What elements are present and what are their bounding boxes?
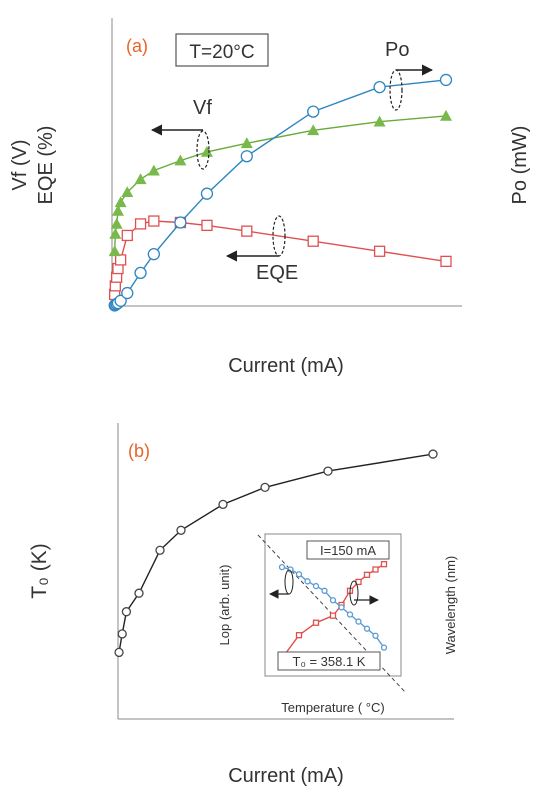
inset-lop-point [278, 563, 286, 571]
inset-t0-box [277, 651, 381, 671]
po-point [240, 150, 253, 163]
panel-a-condition-box [175, 33, 269, 67]
inset-right-ellipse [349, 580, 359, 606]
vf-point [108, 245, 121, 257]
t0-point [121, 607, 132, 617]
inset-wavelength-point [312, 619, 320, 626]
panel-a-ylabel-left-vf: Vf (V) [9, 139, 31, 190]
inset-wavelength-point [295, 632, 303, 639]
panel-a-ylabel-left-eqe: EQE (%) [35, 126, 57, 205]
eqe-point [307, 235, 319, 247]
inset-chart: Temperature ( °C) Lop (arb. unit) Wavele… [217, 533, 458, 715]
t0-point [155, 545, 165, 555]
inset-lop-point [312, 582, 320, 590]
t0-point [114, 647, 124, 658]
inset-xlabel: Temperature ( °C) [281, 700, 384, 715]
panel-a-xlabel: Current (mA) [228, 355, 344, 377]
inset-condition: I=150 mA [320, 543, 376, 558]
vf-point [440, 109, 452, 121]
inset-ylabel-left: Lop (arb. unit) [217, 565, 232, 646]
t0-line [118, 453, 434, 653]
t0-point [134, 588, 144, 598]
annotation-po: Po [385, 39, 409, 61]
po-point [200, 187, 214, 200]
annotation-po-ellipse [389, 69, 403, 111]
annotation-vf-ellipse [196, 130, 210, 170]
t0-point [218, 499, 228, 510]
po-point [147, 248, 160, 261]
inset-ylabel-right: Wavelength (nm) [443, 556, 458, 655]
vf-point [114, 196, 127, 208]
inset-lop-point [287, 566, 294, 573]
vf-point [111, 204, 124, 216]
panel-a-condition: T=20°C [189, 42, 254, 63]
eqe-point [440, 255, 452, 268]
panel-b-xlabel: Current (mA) [228, 765, 344, 787]
po-point [439, 73, 453, 87]
inset-lop-point [380, 644, 388, 651]
po-point [121, 286, 134, 300]
panel-a-ylabel-right: Po (mW) [509, 126, 531, 205]
inset-lop-point [372, 632, 379, 639]
inset-lop-point [295, 571, 303, 578]
panel-a-label: (a) [126, 36, 148, 56]
po-point [307, 105, 320, 118]
eqe-point [373, 245, 386, 257]
inset-lop-point [355, 618, 362, 625]
annotation-vf: Vf [193, 97, 212, 119]
t0-point [323, 466, 333, 476]
eqe-point [114, 254, 127, 266]
inset-condition-box [306, 540, 390, 560]
inset-t0-label: T₀ = 358.1 K [293, 654, 366, 669]
inset-lop-point [346, 611, 354, 618]
vf-point [147, 164, 160, 176]
vf-point [200, 145, 213, 157]
t0-point [260, 482, 270, 493]
inset-lop-point [329, 597, 337, 604]
panel-b-chart: Current (mA) T₀ (K) (b) Temperature ( °C… [28, 423, 458, 787]
annotation-eqe: EQE [256, 262, 298, 284]
eqe-point [201, 219, 213, 232]
po-point [373, 80, 386, 94]
po-point [134, 266, 147, 280]
vf-point [134, 173, 147, 185]
panel-b-ylabel: T₀ (K) [28, 543, 51, 598]
vf-point [121, 186, 134, 198]
vf-point [373, 115, 386, 127]
vf-line [114, 115, 447, 252]
eqe-point [241, 225, 253, 237]
inset-lop-point [321, 587, 328, 594]
panel-b-label: (b) [128, 441, 150, 461]
inset-wavelength-point [363, 571, 371, 578]
eqe-point [121, 229, 133, 242]
vf-point [109, 228, 122, 239]
inset-lop-point [304, 578, 311, 585]
t0-point [176, 525, 186, 535]
t0-point [117, 629, 127, 639]
inset-wavelength-point [329, 612, 337, 619]
t0-point [428, 449, 438, 459]
inset-lop-point [363, 625, 371, 632]
inset-wavelength-line [281, 563, 385, 659]
po-point [114, 294, 127, 307]
vf-point [174, 154, 187, 166]
inset-wavelength-point [372, 566, 379, 573]
panel-a-chart: Current (mA) Vf (V) EQE (%) Po (mW) (a) … [9, 18, 531, 377]
vf-point [307, 124, 320, 136]
vf-point [110, 217, 123, 229]
inset-lop-point [338, 604, 345, 611]
vf-point [240, 137, 253, 149]
inset-wavelength-point [380, 561, 388, 568]
eqe-point [134, 218, 147, 230]
eqe-point [148, 215, 160, 227]
po-point [174, 216, 187, 229]
